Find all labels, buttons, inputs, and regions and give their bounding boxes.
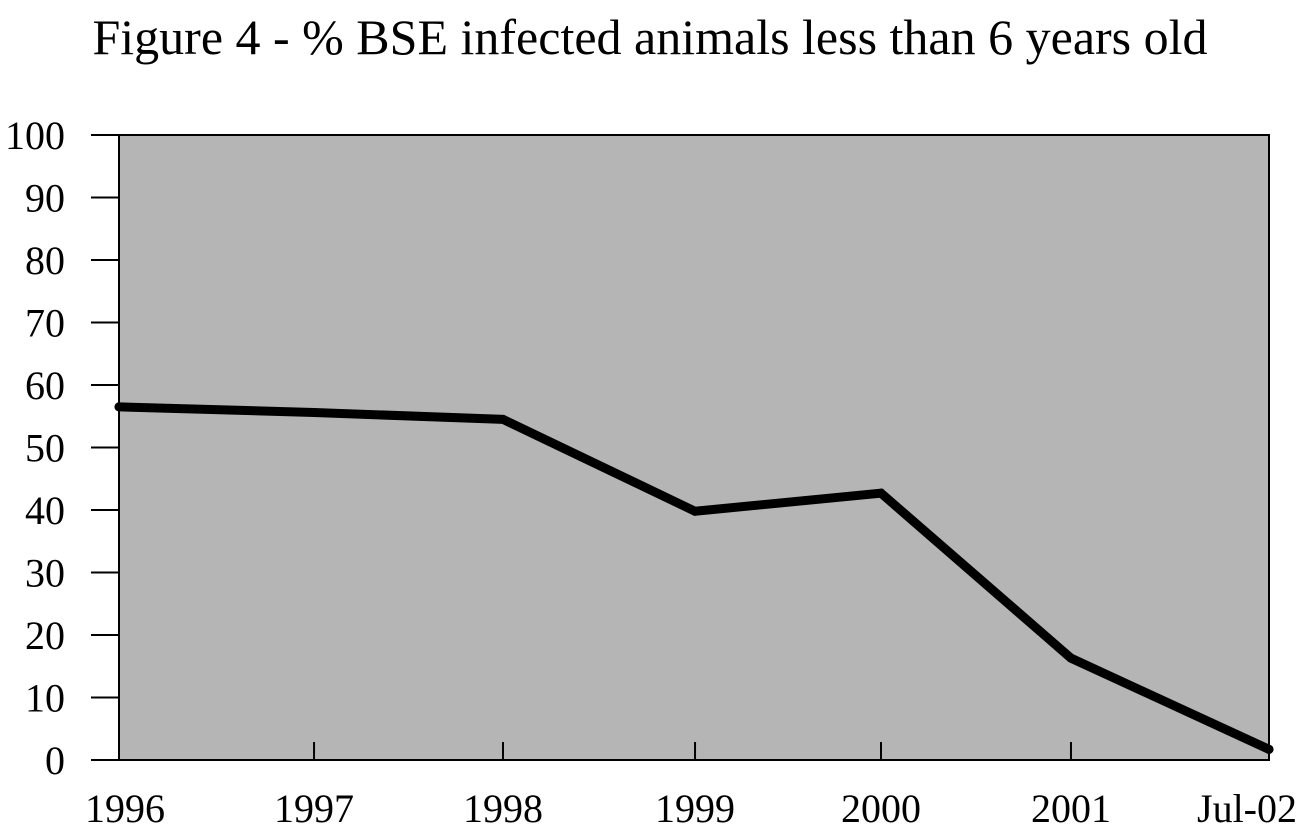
y-tick-label: 90 [25,176,65,221]
x-tick-label: 1996 [85,786,165,831]
data-point [114,402,124,412]
x-tick-label: 1997 [274,786,354,831]
x-tick-label: 1998 [463,786,543,831]
data-point [498,414,508,424]
y-tick-label: 0 [45,738,65,783]
y-tick-label: 40 [25,488,65,533]
y-tick-label: 80 [25,238,65,283]
plot-area [118,134,1270,761]
data-point [309,408,319,417]
y-tick-label: 60 [25,363,65,408]
y-tick-label: 50 [25,426,65,471]
y-tick-label: 100 [5,113,65,158]
x-tick-label: Jul-02 [1197,786,1297,831]
data-point [876,488,886,498]
data-point [690,506,700,516]
chart-title: Figure 4 - % BSE infected animals less t… [92,9,1208,65]
x-axis: 1996 1997 1998 1999 2000 2001 Jul-02 [85,742,1297,831]
x-tick-label: 1999 [655,786,735,831]
y-tick-label: 20 [25,613,65,658]
x-tick-label: 2001 [1031,786,1111,831]
x-tick-label: 2000 [841,786,921,831]
y-tick-label: 70 [25,301,65,346]
series-group [114,402,1274,754]
y-tick-label: 30 [25,551,65,596]
y-tick-label: 10 [25,676,65,721]
data-point [1264,744,1274,754]
y-axis: 0 10 20 30 40 50 60 70 80 90 100 [5,113,119,783]
data-point [1066,653,1076,663]
